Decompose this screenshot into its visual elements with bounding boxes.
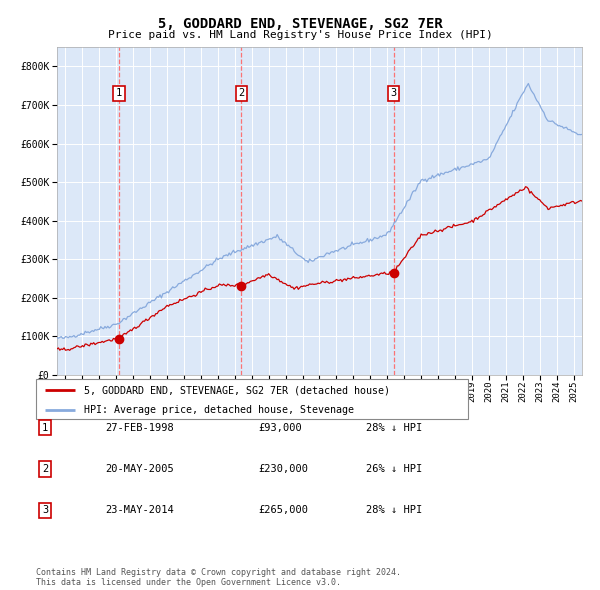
Text: Contains HM Land Registry data © Crown copyright and database right 2024.
This d: Contains HM Land Registry data © Crown c… [36,568,401,587]
Text: 1: 1 [116,88,122,99]
Text: 28% ↓ HPI: 28% ↓ HPI [366,506,422,515]
Text: 20-MAY-2005: 20-MAY-2005 [105,464,174,474]
Text: 5, GODDARD END, STEVENAGE, SG2 7ER (detached house): 5, GODDARD END, STEVENAGE, SG2 7ER (deta… [83,385,389,395]
Text: HPI: Average price, detached house, Stevenage: HPI: Average price, detached house, Stev… [83,405,353,415]
Text: 26% ↓ HPI: 26% ↓ HPI [366,464,422,474]
Text: 1: 1 [42,423,48,432]
Text: 27-FEB-1998: 27-FEB-1998 [105,423,174,432]
Text: 3: 3 [42,506,48,515]
Text: Price paid vs. HM Land Registry's House Price Index (HPI): Price paid vs. HM Land Registry's House … [107,30,493,40]
Text: £265,000: £265,000 [258,506,308,515]
Text: £230,000: £230,000 [258,464,308,474]
Text: 23-MAY-2014: 23-MAY-2014 [105,506,174,515]
Text: 5, GODDARD END, STEVENAGE, SG2 7ER: 5, GODDARD END, STEVENAGE, SG2 7ER [158,17,442,31]
Text: 28% ↓ HPI: 28% ↓ HPI [366,423,422,432]
Text: 3: 3 [391,88,397,99]
Text: 2: 2 [42,464,48,474]
Text: £93,000: £93,000 [258,423,302,432]
Text: 2: 2 [238,88,244,99]
